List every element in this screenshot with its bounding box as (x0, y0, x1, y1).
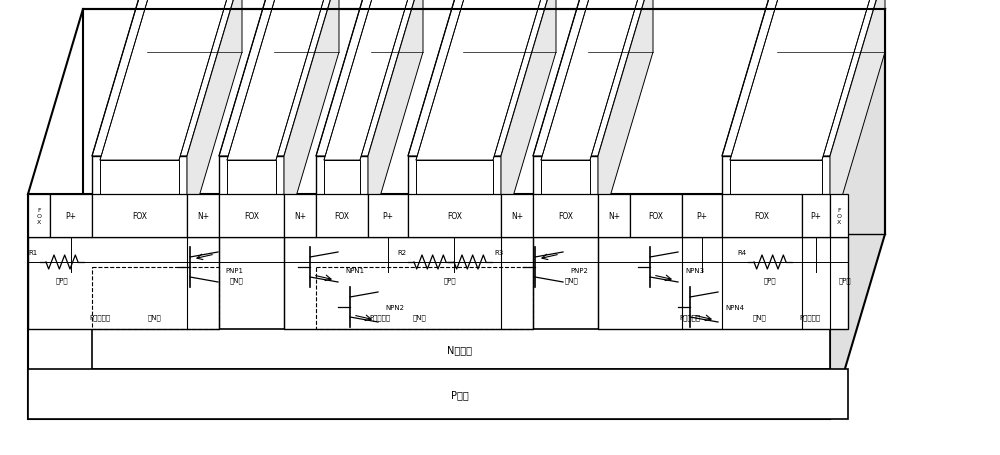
Polygon shape (219, 0, 339, 157)
Polygon shape (416, 161, 493, 238)
Text: N+: N+ (511, 212, 523, 221)
Polygon shape (219, 195, 284, 238)
Text: P衬底: P衬底 (451, 389, 469, 399)
Text: FOX: FOX (558, 212, 573, 221)
Polygon shape (316, 0, 423, 157)
Text: PNP1: PNP1 (225, 268, 243, 273)
Polygon shape (28, 10, 885, 195)
Polygon shape (284, 0, 339, 238)
Text: R2: R2 (397, 249, 406, 255)
Polygon shape (92, 329, 830, 369)
Polygon shape (682, 195, 722, 238)
Polygon shape (324, 0, 415, 161)
Text: P型外延层: P型外延层 (369, 314, 391, 321)
Polygon shape (630, 195, 682, 238)
Text: FOX: FOX (132, 212, 147, 221)
Polygon shape (28, 238, 219, 329)
Text: N+: N+ (197, 212, 209, 221)
Polygon shape (28, 195, 50, 238)
Polygon shape (830, 10, 885, 419)
Polygon shape (533, 157, 598, 238)
Polygon shape (100, 0, 234, 161)
Polygon shape (830, 195, 848, 238)
Text: FOX: FOX (335, 212, 350, 221)
Polygon shape (219, 157, 284, 238)
Polygon shape (50, 195, 92, 238)
Text: F
O
X: F O X (836, 208, 841, 224)
Polygon shape (533, 0, 653, 157)
Text: 浅P阱: 浅P阱 (764, 277, 776, 283)
Polygon shape (722, 0, 885, 157)
Polygon shape (598, 195, 630, 238)
Text: 浅P阱: 浅P阱 (56, 277, 68, 283)
Polygon shape (408, 157, 501, 238)
Polygon shape (416, 0, 548, 161)
Text: 深N阱: 深N阱 (148, 314, 162, 321)
Polygon shape (541, 0, 645, 161)
Polygon shape (368, 0, 423, 238)
Polygon shape (408, 195, 501, 238)
Text: NPN4: NPN4 (725, 304, 744, 310)
Text: FOX: FOX (755, 212, 770, 221)
Text: P+: P+ (66, 212, 77, 221)
Text: NPN3: NPN3 (685, 268, 704, 273)
Polygon shape (722, 195, 802, 238)
Text: P+: P+ (382, 212, 394, 221)
Polygon shape (187, 0, 242, 238)
Polygon shape (408, 0, 556, 157)
Text: 深N阱: 深N阱 (753, 314, 767, 321)
Polygon shape (187, 195, 219, 238)
Polygon shape (316, 157, 368, 238)
Polygon shape (28, 195, 830, 419)
Polygon shape (830, 0, 885, 238)
Text: 深N阱: 深N阱 (413, 314, 427, 321)
Polygon shape (284, 238, 533, 329)
Text: P型外延层: P型外延层 (89, 314, 111, 321)
Text: NPN2: NPN2 (385, 304, 404, 310)
Text: FOX: FOX (244, 212, 259, 221)
Text: 浅N阱: 浅N阱 (565, 277, 579, 283)
Text: P型外延层: P型外延层 (799, 314, 821, 321)
Polygon shape (92, 0, 242, 157)
Polygon shape (730, 161, 822, 238)
Polygon shape (598, 238, 848, 329)
Polygon shape (92, 195, 187, 238)
Polygon shape (802, 195, 830, 238)
Text: PNP2: PNP2 (570, 268, 588, 273)
Text: P+: P+ (810, 212, 821, 221)
Text: NPN1: NPN1 (345, 268, 364, 273)
Bar (316, 268, 533, 329)
Text: FOX: FOX (447, 212, 462, 221)
Text: P型外延层: P型外延层 (679, 314, 701, 321)
Text: R1: R1 (29, 249, 38, 255)
Polygon shape (28, 369, 848, 419)
Text: FOX: FOX (648, 212, 664, 221)
Text: 浅P阱: 浅P阱 (444, 277, 456, 283)
Text: N+: N+ (294, 212, 306, 221)
Text: P+: P+ (696, 212, 708, 221)
Text: N型埋层: N型埋层 (448, 344, 473, 354)
Polygon shape (92, 157, 187, 238)
Polygon shape (316, 195, 368, 238)
Text: 浅P阱: 浅P阱 (839, 277, 851, 283)
Polygon shape (227, 161, 276, 238)
Text: R4: R4 (737, 249, 746, 255)
Polygon shape (730, 0, 877, 161)
Polygon shape (541, 161, 590, 238)
Bar (92, 268, 219, 329)
Text: F
O
X: F O X (37, 208, 42, 224)
Polygon shape (100, 161, 179, 238)
Polygon shape (533, 195, 598, 238)
Polygon shape (368, 195, 408, 238)
Text: N+: N+ (608, 212, 620, 221)
Polygon shape (598, 0, 653, 238)
Polygon shape (501, 0, 556, 238)
Polygon shape (501, 195, 533, 238)
Polygon shape (284, 195, 316, 238)
Polygon shape (324, 161, 360, 238)
Text: 浅N阱: 浅N阱 (230, 277, 244, 283)
Text: R3: R3 (494, 249, 503, 255)
Polygon shape (722, 157, 830, 238)
Polygon shape (227, 0, 331, 161)
